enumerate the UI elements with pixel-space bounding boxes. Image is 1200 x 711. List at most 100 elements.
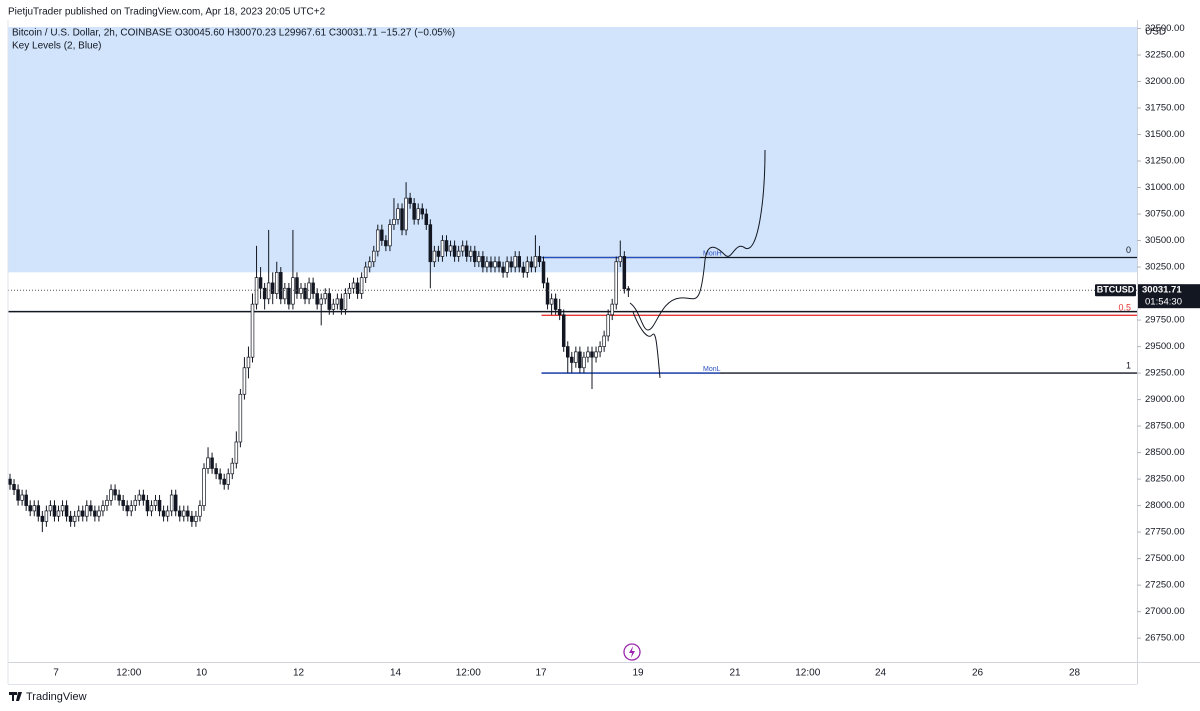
candle-body (355, 282, 360, 294)
fib-label: 0 (1126, 245, 1131, 255)
fib-label: 0.5 (1118, 303, 1131, 313)
candle-body (270, 282, 275, 294)
candle-body (444, 240, 449, 252)
y-tick-label: 31000.00 (1145, 182, 1185, 193)
candle-body (327, 293, 332, 310)
candle-body (36, 505, 41, 517)
x-tick-label: 12:00 (116, 668, 141, 679)
candle-body (505, 261, 509, 273)
y-tick-label: 29250.00 (1145, 368, 1185, 379)
candle-body (602, 335, 606, 347)
candle-body (570, 356, 574, 363)
candle-body (610, 303, 614, 316)
candle-body (12, 484, 16, 491)
x-tick-label: 12:00 (795, 668, 820, 679)
candle-body (28, 505, 32, 512)
candle-body (68, 515, 73, 522)
x-tick-label: 12:00 (456, 668, 481, 679)
candle-body (291, 277, 295, 305)
candle-body (190, 515, 194, 522)
candle-body (101, 505, 105, 512)
candle-body (481, 256, 485, 268)
candle-body (186, 510, 190, 517)
candle-body (117, 494, 121, 501)
candle-body (440, 240, 445, 257)
candle-body (295, 277, 299, 294)
candle-body (105, 499, 109, 506)
candle-body (16, 489, 20, 501)
candle-body (218, 473, 222, 480)
candle-body (44, 510, 49, 522)
x-tick-label: 7 (53, 668, 59, 679)
candle-body (372, 250, 376, 263)
candle-body (173, 494, 178, 512)
candle-body (578, 351, 582, 369)
candle-body (436, 250, 441, 257)
indicator-legend: Key Levels (2, Blue) (12, 41, 102, 52)
candle-body (537, 256, 542, 263)
candle-body (384, 240, 388, 247)
y-tick-label: 28750.00 (1145, 421, 1185, 432)
candle-body (416, 208, 420, 220)
symbol-legend: Bitcoin / U.S. Dollar, 2h, COINBASE O300… (12, 28, 455, 39)
candle-body (109, 489, 113, 501)
candle-body (598, 346, 602, 353)
candle-body (32, 505, 36, 512)
candle-body (64, 505, 69, 517)
candle-body (165, 510, 170, 517)
candle-body (24, 494, 28, 506)
plot: 0 0.5 1 MonH MonL (8, 27, 1137, 533)
candle-body (133, 499, 138, 506)
candle-body (194, 515, 198, 522)
candle-body (521, 266, 526, 273)
candle-body (606, 314, 610, 337)
candle-body (497, 261, 501, 268)
y-tick-label: 29000.00 (1145, 394, 1185, 405)
candle-body (331, 303, 336, 310)
x-tick-label: 26 (972, 668, 984, 679)
candle-body (169, 494, 174, 512)
y-tick-label: 31750.00 (1145, 103, 1185, 114)
candle-body (396, 208, 400, 220)
y-tick-label: 28500.00 (1145, 447, 1185, 458)
candle-body (489, 261, 493, 268)
countdown-label: 01:54:30 (1145, 297, 1182, 308)
candle-body (234, 441, 239, 464)
candle-body (545, 282, 550, 305)
candle-body (121, 499, 125, 506)
candle-body (182, 510, 186, 517)
candle-body (553, 298, 558, 310)
candle-body (85, 505, 89, 517)
y-tick-label: 30250.00 (1145, 262, 1185, 273)
y-tick-label: 26750.00 (1145, 633, 1185, 644)
candle-body (230, 462, 235, 475)
fib-label: 1 (1126, 360, 1131, 370)
candle-body (594, 351, 598, 358)
candle-body (351, 282, 356, 289)
x-tick-label: 19 (632, 668, 644, 679)
y-tick-label: 28250.00 (1145, 474, 1185, 485)
candle-body (303, 287, 307, 300)
candle-body (347, 287, 352, 294)
candle-body (452, 245, 457, 257)
candle-body (157, 499, 162, 512)
y-tick-label: 31250.00 (1145, 156, 1185, 167)
candle-body (266, 282, 271, 300)
candle-body (141, 494, 146, 501)
level-label: MonH (703, 250, 722, 257)
candle-body (622, 256, 627, 290)
level-label: MonL (703, 366, 721, 373)
candle-body (359, 277, 364, 294)
candle-body (93, 510, 97, 517)
candle-body (129, 505, 134, 512)
candle-body (283, 287, 287, 300)
y-tick-label: 32000.00 (1145, 76, 1185, 87)
candle-body (582, 356, 586, 369)
candle-body (420, 208, 425, 215)
candle-body (262, 287, 267, 300)
candle-body (97, 510, 101, 517)
events-bolt (629, 646, 635, 658)
candle-body (380, 229, 384, 241)
candle-body (376, 229, 380, 252)
candle-body (72, 515, 77, 522)
